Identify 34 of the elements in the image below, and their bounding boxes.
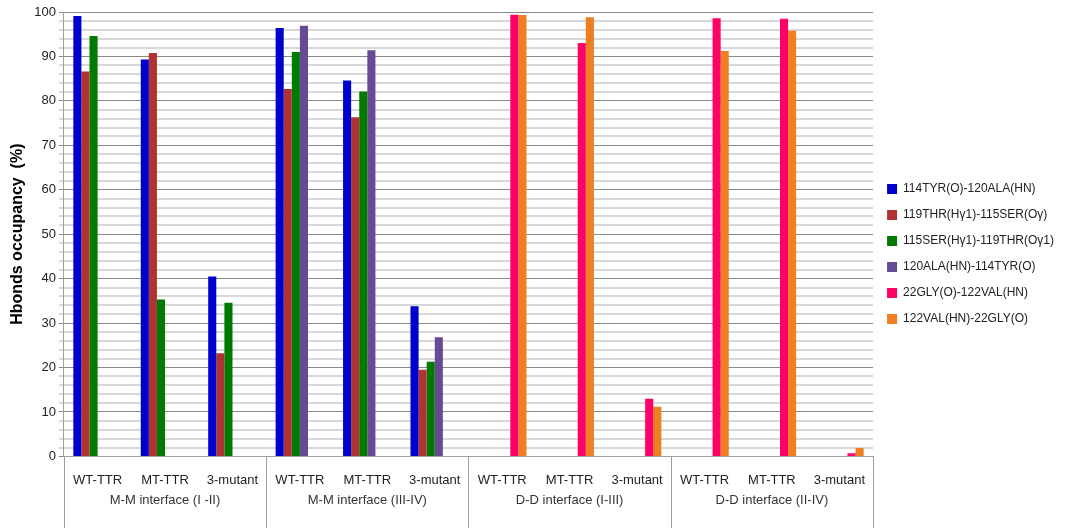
x-tick-label: MT-TTR bbox=[545, 471, 594, 487]
x-tick-label: WT-TTR bbox=[73, 471, 123, 487]
legend-label: 114TYR(O)-120ALA(HN) bbox=[903, 181, 1036, 196]
text: M-M interface (III-IV) bbox=[307, 491, 427, 507]
x-tick-label: 3-mutant bbox=[611, 471, 664, 487]
x-tick-label: WT-TTR bbox=[477, 471, 527, 487]
y-tick-label: 50 bbox=[41, 225, 56, 241]
legend-label: 22GLY(O)-122VAL(HN) bbox=[903, 285, 1029, 300]
x-tick-label: WT-TTR bbox=[679, 471, 730, 487]
y-tick-label: 30 bbox=[41, 314, 56, 330]
y-tick-label: 90 bbox=[41, 48, 56, 64]
x-tick-label: MT-TTR bbox=[748, 471, 796, 487]
text: D-D interface (II-IV) bbox=[715, 491, 829, 507]
x-tick-label: 3-mutant bbox=[206, 471, 259, 487]
legend-label: 115SER(Hγ1)-119THR(Oγ1) bbox=[903, 233, 1055, 248]
legend-label: 120ALA(HN)-114TYR(O) bbox=[903, 259, 1036, 274]
y-tick-label: 100 bbox=[34, 3, 56, 19]
y-tick-label: 10 bbox=[41, 403, 56, 419]
y-tick-label: 70 bbox=[41, 136, 56, 152]
x-tick-label: MT-TTR bbox=[343, 471, 392, 487]
y-tick-label: 80 bbox=[41, 92, 56, 108]
y-axis-title: Hbonds occupancy (%) bbox=[8, 143, 26, 325]
legend-label: 119THR(Hγ1)-115SER(Oγ) bbox=[903, 207, 1048, 222]
x-tick-label: 3-mutant bbox=[409, 471, 461, 487]
y-tick-label: 20 bbox=[41, 359, 56, 375]
y-tick-label: 0 bbox=[48, 447, 56, 463]
legend-label: 122VAL(HN)-22GLY(O) bbox=[903, 311, 1029, 326]
y-tick-label: 40 bbox=[41, 270, 56, 286]
x-tick-label: 3-mutant bbox=[813, 471, 866, 487]
text: D-D interface (I-III) bbox=[515, 491, 624, 507]
x-tick-label: MT-TTR bbox=[141, 471, 189, 487]
text: M-M interface (I -II) bbox=[109, 491, 221, 507]
y-tick-label: 60 bbox=[41, 181, 56, 197]
x-tick-label: WT-TTR bbox=[275, 471, 325, 487]
